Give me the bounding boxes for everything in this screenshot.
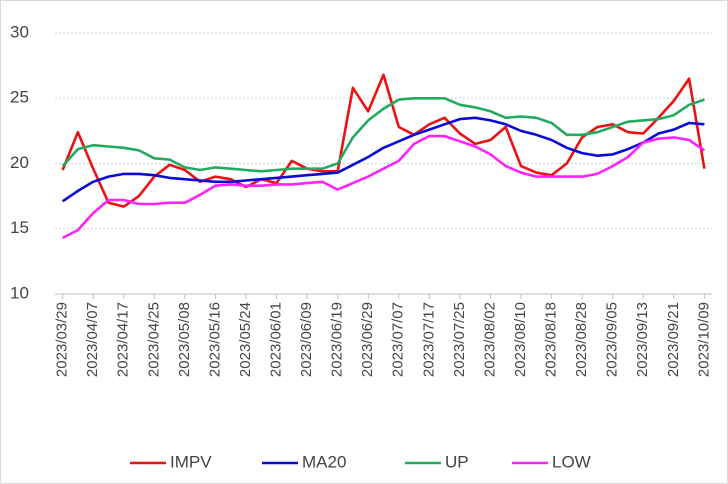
x-tick-label: 2023/05/24 bbox=[237, 302, 254, 377]
x-tick-label: 2023/09/13 bbox=[634, 302, 651, 377]
series-line bbox=[61, 116, 705, 203]
y-tick-label: 30 bbox=[10, 22, 29, 41]
y-tick-label: 25 bbox=[10, 88, 29, 107]
y-tick-label: 10 bbox=[10, 283, 29, 302]
x-tick-label: 2023/10/09 bbox=[695, 302, 712, 377]
x-tick-label: 2023/04/07 bbox=[84, 302, 101, 377]
legend-label: MA20 bbox=[302, 452, 346, 471]
y-tick-label: 15 bbox=[10, 218, 29, 237]
x-tick-label: 2023/07/17 bbox=[420, 302, 437, 377]
x-tick-label: 2023/08/02 bbox=[481, 302, 498, 377]
x-tick-label: 2023/04/17 bbox=[115, 302, 132, 377]
legend-label: IMPV bbox=[170, 452, 212, 471]
x-tick-label: 2023/06/09 bbox=[298, 302, 315, 377]
series-line bbox=[61, 73, 706, 208]
x-tick-label: 2023/09/05 bbox=[604, 302, 621, 377]
x-tick-label: 2023/08/10 bbox=[512, 302, 529, 377]
x-tick-label: 2023/07/25 bbox=[451, 302, 468, 377]
x-tick-label: 2023/08/18 bbox=[543, 302, 560, 377]
legend-label: UP bbox=[445, 452, 469, 471]
x-tick-label: 2023/06/01 bbox=[268, 302, 285, 377]
series-line bbox=[61, 97, 705, 173]
x-tick-label: 2023/08/28 bbox=[573, 302, 590, 377]
x-tick-label: 2023/06/19 bbox=[329, 302, 346, 377]
x-tick-label: 2023/09/21 bbox=[665, 302, 682, 377]
x-tick-label: 2023/03/29 bbox=[54, 302, 71, 377]
x-tick-label: 2023/04/25 bbox=[145, 302, 162, 377]
x-tick-label: 2023/05/16 bbox=[206, 302, 223, 377]
legend-label: LOW bbox=[552, 452, 591, 471]
series-line bbox=[62, 134, 706, 240]
x-tick-label: 2023/06/29 bbox=[359, 302, 376, 377]
x-tick-label: 2023/07/07 bbox=[390, 302, 407, 377]
x-tick-label: 2023/05/08 bbox=[176, 302, 193, 377]
y-tick-label: 20 bbox=[10, 153, 29, 172]
